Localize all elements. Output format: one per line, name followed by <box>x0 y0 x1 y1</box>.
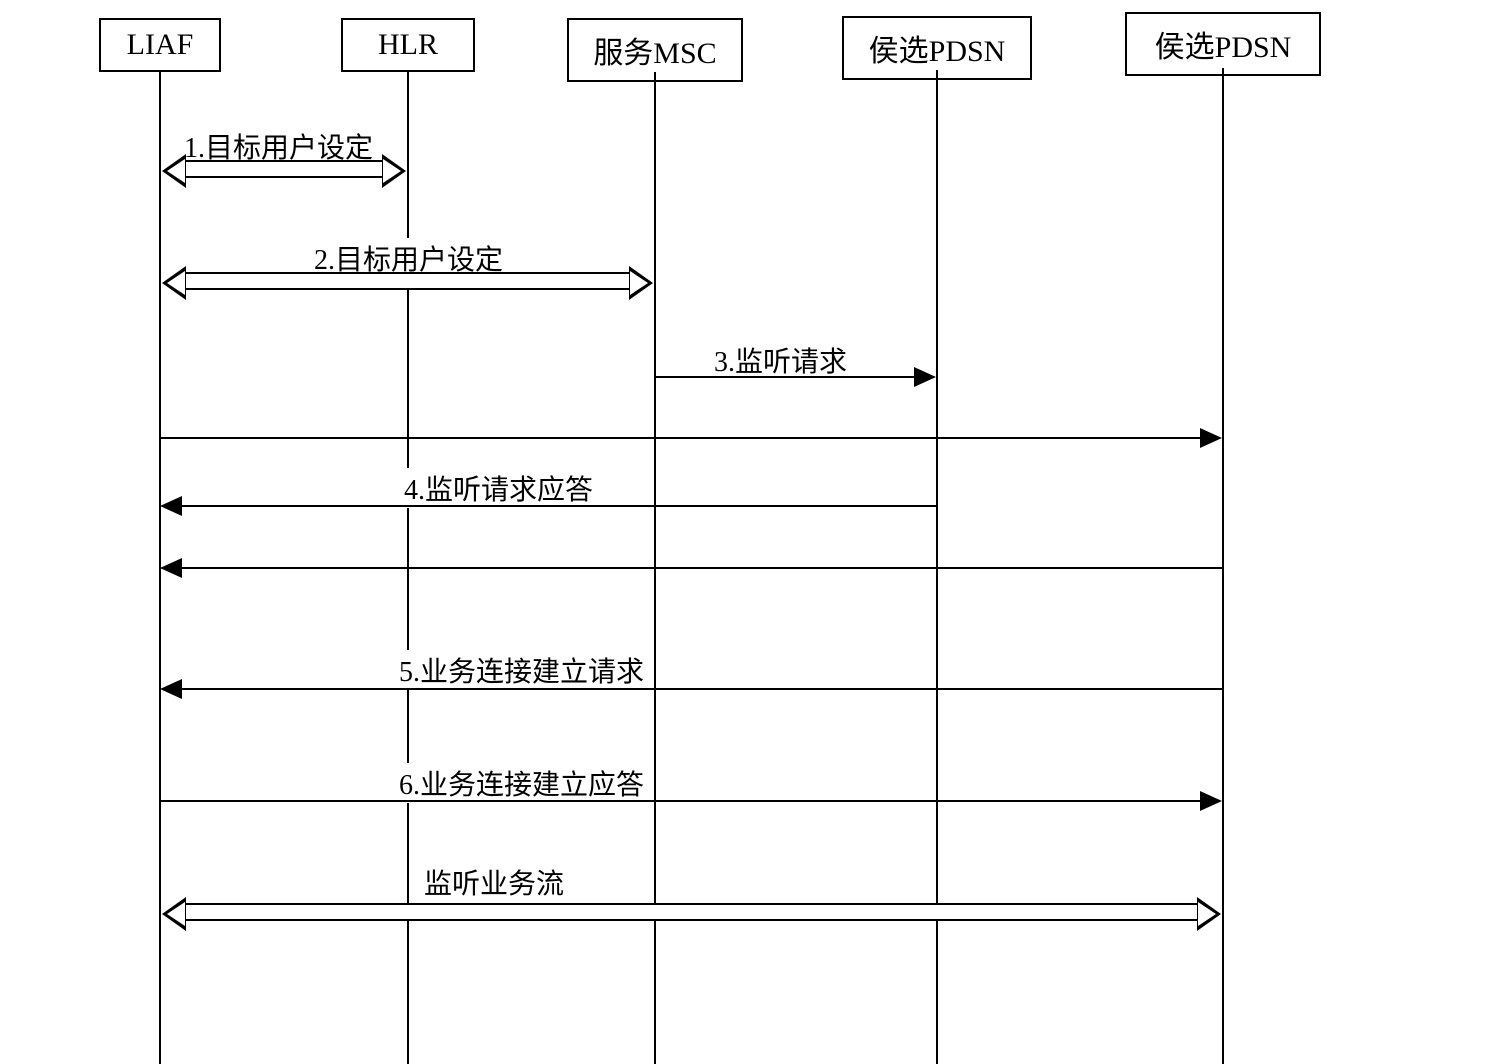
msg3-label: 3.监听请求 <box>710 340 851 380</box>
arrow-head-left-icon <box>162 154 186 188</box>
participant-hlr: HLR <box>341 18 475 72</box>
msg4-label: 4.监听请求应答 <box>400 468 597 508</box>
arrow-head-right-icon <box>1197 897 1221 931</box>
participant-label: 服务MSC <box>593 37 716 70</box>
participant-label: LIAF <box>127 28 194 61</box>
msg5-label: 5.业务连接建立请求 <box>395 650 648 690</box>
msg6-label: 6.业务连接建立应答 <box>395 763 648 803</box>
msg1-arrow <box>184 160 384 178</box>
participant-label: 侯选PDSN <box>1155 31 1292 64</box>
msg7-label: 监听业务流 <box>420 862 568 902</box>
msg3b-arrow <box>160 437 1220 439</box>
arrow-head-left-icon <box>162 266 186 300</box>
participant-label: 侯选PDSN <box>869 35 1006 68</box>
msg6-arrow <box>160 800 1220 802</box>
msg7-arrow <box>184 903 1199 921</box>
msg4-arrow <box>162 505 937 507</box>
arrow-head-left-icon <box>162 897 186 931</box>
arrow-head-right-icon <box>629 266 653 300</box>
msg2-arrow <box>184 272 631 290</box>
participant-liaf: LIAF <box>99 18 221 72</box>
msg4b-arrow <box>162 567 1223 569</box>
participant-pdsn2: 侯选PDSN <box>1125 12 1321 76</box>
participant-label: HLR <box>378 28 438 61</box>
msg5-arrow <box>162 688 1223 690</box>
arrow-head-right-icon <box>382 154 406 188</box>
lifeline-pdsn2 <box>1222 68 1224 1064</box>
msg3-arrow <box>656 376 934 378</box>
